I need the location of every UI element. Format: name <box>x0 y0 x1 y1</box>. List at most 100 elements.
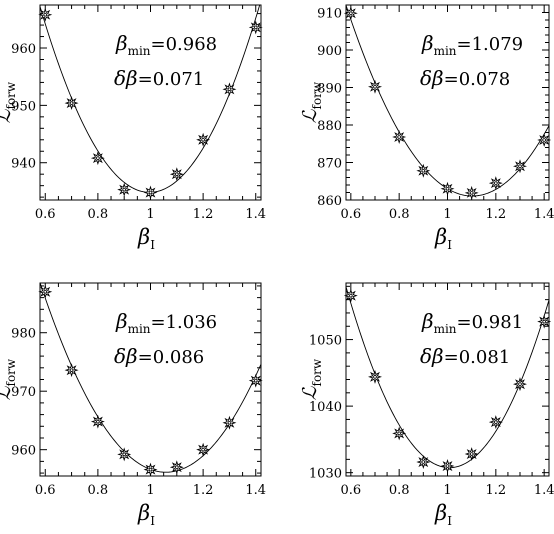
y-axis-symbol: ℒ <box>299 108 321 123</box>
delta-beta-value: =0.081 <box>444 347 511 368</box>
data-point-center <box>445 186 450 191</box>
data-point-center <box>542 319 546 324</box>
x-axis-symbol: β <box>434 501 447 525</box>
data-point-center <box>397 431 401 436</box>
y-tick-label: 870 <box>317 157 342 172</box>
y-axis-label: ℒforw <box>299 358 324 400</box>
x-tick-label: 1.2 <box>193 483 214 498</box>
beta-min-value: =0.981 <box>457 312 524 333</box>
x-axis-subscript: I <box>447 514 452 528</box>
y-axis-label: ℒforw <box>299 81 324 123</box>
data-point <box>169 460 184 475</box>
x-axis-symbol: β <box>137 225 150 249</box>
data-point-center <box>253 378 258 383</box>
data-point <box>392 130 407 144</box>
y-tick-label: 970 <box>11 385 36 400</box>
beta-min-subscript: min <box>128 322 151 336</box>
x-tick-label: 1.4 <box>245 483 266 498</box>
data-point-center <box>494 181 498 185</box>
data-point-center <box>421 168 426 173</box>
x-tick-label: 1.4 <box>534 207 554 222</box>
data-point-center <box>397 135 401 139</box>
beta-min-value: =1.036 <box>151 312 218 333</box>
data-point <box>464 447 479 462</box>
panel-1: 0.60.811.21.4940950960βIℒforwβmin=0.968δ… <box>0 4 266 252</box>
data-point-center <box>201 447 205 452</box>
data-point <box>440 459 455 473</box>
data-point-center <box>421 460 426 464</box>
data-point <box>343 288 358 303</box>
y-axis-label: ℒforw <box>0 358 18 400</box>
delta-beta-value: =0.078 <box>444 69 511 90</box>
y-tick-label: 880 <box>317 119 342 134</box>
data-point <box>513 377 527 392</box>
delta-beta-annotation: δβ=0.081 <box>420 344 510 368</box>
data-point-center <box>494 420 498 424</box>
y-tick-label: 950 <box>11 99 36 114</box>
x-tick-label: 1.4 <box>534 483 554 498</box>
delta-beta-symbol: δβ <box>420 66 444 90</box>
data-point <box>488 176 503 191</box>
data-point-center <box>349 293 353 298</box>
x-tick-label: 1.2 <box>485 483 506 498</box>
beta-symbol: β <box>421 309 434 333</box>
fit-curve <box>40 5 261 193</box>
beta-min-subscript: min <box>434 322 457 336</box>
x-tick-label: 1 <box>146 207 154 222</box>
data-point <box>248 373 263 388</box>
y-tick-label: 900 <box>317 44 342 59</box>
beta-symbol: β <box>115 31 128 55</box>
data-point-center <box>542 138 546 142</box>
data-point <box>416 163 431 178</box>
panel-4: 0.6 0.8 1 1.2 1.4103010401050βIℒforwβmin=0.9… <box>299 282 554 528</box>
beta-symbol: β <box>115 309 128 333</box>
x-tick-label: 1.2 <box>193 207 214 222</box>
data-point <box>64 96 79 111</box>
y-tick-label: 910 <box>317 7 342 22</box>
data-point-center <box>122 187 126 192</box>
beta-min-annotation: βmin=0.968 <box>115 31 217 58</box>
delta-beta-annotation: δβ=0.078 <box>420 66 510 90</box>
y-tick-label: 1050 <box>309 334 342 349</box>
beta-min-annotation: βmin=1.079 <box>421 31 523 58</box>
delta-beta-annotation: δβ=0.071 <box>114 66 204 90</box>
data-point <box>38 7 53 22</box>
x-tick-label: 0.6 <box>340 207 361 222</box>
x-tick-label: 0.8 <box>88 207 109 222</box>
y-axis-symbol: ℒ <box>299 385 321 400</box>
data-point-center <box>518 382 522 386</box>
data-point <box>248 20 263 35</box>
data-point <box>196 442 211 457</box>
delta-beta-value: =0.086 <box>138 347 205 368</box>
data-point <box>222 82 237 97</box>
delta-beta-symbol: δβ <box>420 344 444 368</box>
data-point-center <box>469 191 474 195</box>
x-tick-label: 1 <box>443 207 451 222</box>
y-axis-subscript: forw <box>310 358 324 386</box>
y-axis-symbol: ℒ <box>0 385 15 400</box>
y-tick-label: 960 <box>11 42 36 57</box>
y-axis-subscript: forw <box>4 358 18 386</box>
data-point <box>117 447 132 462</box>
x-tick-label: 1.4 <box>245 207 266 222</box>
data-point-center <box>518 164 522 169</box>
data-point-center <box>373 375 377 379</box>
x-axis-subscript: I <box>150 514 155 528</box>
x-tick-label: 0.8 <box>389 483 410 498</box>
data-point <box>90 414 105 429</box>
data-point-center <box>175 172 179 176</box>
delta-beta-value: =0.071 <box>138 69 205 90</box>
data-point-center <box>227 420 232 425</box>
delta-beta-symbol: δβ <box>114 66 138 90</box>
x-axis-label: βI <box>434 501 452 528</box>
y-tick-label: 1040 <box>309 400 342 415</box>
data-point <box>38 284 53 299</box>
data-point-center <box>469 452 474 456</box>
beta-min-value: =1.079 <box>457 34 524 55</box>
data-point <box>537 314 552 329</box>
data-point-center <box>349 11 353 16</box>
data-point-center <box>201 137 205 142</box>
x-axis-symbol: β <box>137 501 150 525</box>
x-tick-label: 0.8 <box>88 483 109 498</box>
